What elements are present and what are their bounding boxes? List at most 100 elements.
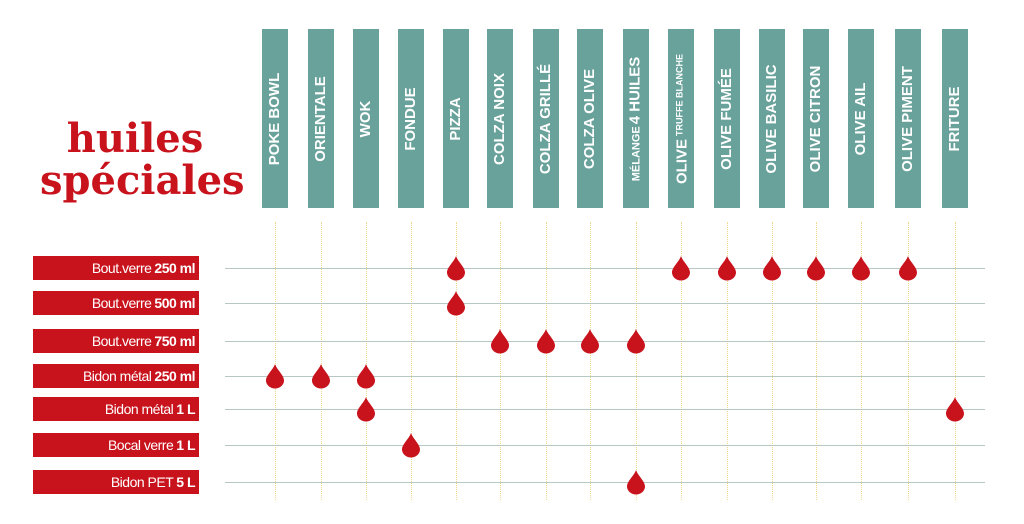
column-header: OLIVE TRUFFE BLANCHE	[668, 29, 694, 208]
row-label-size: 250 ml	[154, 368, 195, 384]
row-label-size: 1 L	[176, 437, 195, 453]
row-label-size: 1 L	[176, 401, 195, 417]
row-label-name: Bout.verre	[91, 295, 152, 311]
column-header: POKE BOWL	[262, 29, 288, 208]
row-label-size: 5 L	[176, 474, 195, 490]
column-header-label: OLIVE TRUFFE BLANCHE	[671, 53, 692, 183]
column-header-text: 4 HUILES	[626, 56, 644, 124]
row-label: Bout.verre 750 ml	[33, 329, 199, 353]
oil-drop-icon	[899, 256, 917, 281]
row-label-name: Bocal verre	[107, 437, 174, 453]
column-header-text: POKE BOWL	[266, 72, 283, 165]
column-header-text: OLIVE PIMENT	[899, 65, 916, 172]
column-header-label: FONDUE	[402, 87, 420, 150]
column-guide	[636, 222, 637, 500]
column-header: OLIVE FUMÉE	[714, 29, 740, 208]
column-header-label: COLZA NOIX	[491, 73, 509, 165]
column-header-label: POKE BOWL	[266, 72, 284, 165]
row-line	[225, 303, 985, 304]
column-header-label: WOK	[357, 100, 375, 137]
row-label-name: Bidon métal	[104, 401, 174, 417]
column-header-text: FRITURE	[946, 86, 963, 151]
oil-drop-icon	[491, 329, 509, 354]
oil-drop-icon	[627, 470, 645, 495]
oil-drop-icon	[266, 364, 284, 389]
column-header: COLZA OLIVE	[577, 29, 603, 208]
column-header: OLIVE PIMENT	[895, 29, 921, 208]
column-header-label: OLIVE CITRON	[807, 65, 825, 172]
row-label-name: Bidon PET	[110, 474, 174, 490]
row-label-size: 750 ml	[154, 333, 195, 349]
oil-drop-icon	[537, 329, 555, 354]
row-label-size: 250 ml	[154, 260, 195, 276]
column-header-text: OLIVE CITRON	[807, 65, 824, 172]
column-header-text: COLZA GRILLÉ	[537, 63, 554, 174]
column-header: FONDUE	[398, 29, 424, 208]
oil-drop-icon	[627, 329, 645, 354]
column-guide	[411, 222, 412, 500]
column-header: WOK	[353, 29, 379, 208]
row-label: Bout.verre 500 ml	[33, 291, 199, 315]
row-line	[225, 268, 985, 269]
oil-drop-icon	[402, 433, 420, 458]
column-header-text: COLZA NOIX	[491, 72, 508, 165]
row-label-name: Bout.verre	[91, 260, 152, 276]
column-guide	[546, 222, 547, 500]
title-line-1: huiles	[66, 115, 204, 162]
oil-drop-icon	[852, 256, 870, 281]
column-header: FRITURE	[942, 29, 968, 208]
column-header-text: OLIVE	[673, 138, 691, 184]
oil-drop-icon	[357, 364, 375, 389]
oil-drop-icon	[447, 256, 465, 281]
row-label-size: 500 ml	[154, 295, 195, 311]
column-header-label: OLIVE FUMÉE	[718, 68, 736, 170]
oil-drop-icon	[807, 256, 825, 281]
column-guide	[772, 222, 773, 500]
column-header-label: COLZA OLIVE	[581, 68, 599, 168]
oil-drop-icon	[718, 256, 736, 281]
column-header: OLIVE CITRON	[803, 29, 829, 208]
oil-drop-icon	[581, 329, 599, 354]
column-guide	[321, 222, 322, 500]
oil-drop-icon	[763, 256, 781, 281]
oil-drop-icon	[357, 397, 375, 422]
column-header-label: MÉLANGE4 HUILES	[627, 56, 646, 181]
column-header-text: OLIVE AIL	[852, 82, 869, 155]
column-header-label: OLIVE PIMENT	[899, 66, 917, 172]
row-label: Bidon métal 1 L	[33, 397, 199, 421]
oil-drop-icon	[312, 364, 330, 389]
column-guide	[366, 222, 367, 500]
column-header-label: ORIENTALE	[312, 76, 330, 162]
column-header-label: OLIVE AIL	[852, 82, 870, 155]
column-header: OLIVE BASILIC	[759, 29, 785, 208]
row-label: Bocal verre 1 L	[33, 433, 199, 457]
column-header-text: COLZA OLIVE	[581, 68, 598, 169]
column-header-label: FRITURE	[946, 86, 964, 151]
column-header-text: FONDUE	[402, 86, 419, 151]
column-guide	[908, 222, 909, 500]
column-header: PIZZA	[443, 29, 469, 208]
row-line	[225, 409, 985, 410]
row-line	[225, 376, 985, 377]
oil-drop-icon	[447, 291, 465, 316]
title-line-2: spéciales	[40, 157, 245, 204]
row-line	[225, 341, 985, 342]
column-header: OLIVE AIL	[848, 29, 874, 208]
column-header: ORIENTALE	[308, 29, 334, 208]
column-guide	[275, 222, 276, 500]
column-header-label: COLZA GRILLÉ	[537, 63, 555, 173]
column-header-label: OLIVE BASILIC	[763, 64, 781, 173]
row-label: Bidon PET 5 L	[33, 470, 199, 494]
oil-drop-icon	[946, 397, 964, 422]
column-header: COLZA NOIX	[487, 29, 513, 208]
column-header-text: WOK	[357, 100, 374, 137]
row-label: Bidon métal 250 ml	[33, 364, 199, 388]
column-guide	[590, 222, 591, 500]
column-guide	[955, 222, 956, 500]
column-header-label: PIZZA	[447, 97, 465, 140]
column-guide	[861, 222, 862, 500]
row-label-name: Bout.verre	[91, 333, 152, 349]
column-header-prefix: MÉLANGE	[630, 125, 643, 181]
column-guide	[681, 222, 682, 500]
